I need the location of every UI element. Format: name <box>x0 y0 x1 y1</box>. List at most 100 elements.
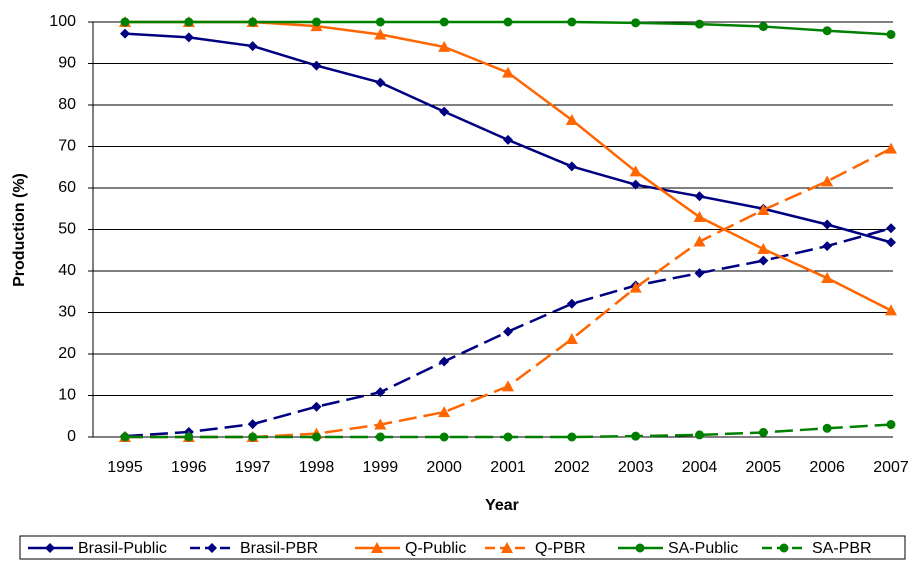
marker <box>630 179 641 190</box>
marker <box>503 432 513 442</box>
marker <box>758 22 768 32</box>
x-tick-label: 2003 <box>618 459 654 476</box>
marker <box>375 77 386 88</box>
y-tick-label: 40 <box>58 262 76 279</box>
marker <box>184 432 194 442</box>
marker <box>503 326 513 337</box>
marker <box>695 19 704 29</box>
legend-label: Brasil-PBR <box>240 540 318 557</box>
x-tick-label: 2004 <box>682 459 718 476</box>
marker <box>567 17 577 27</box>
marker <box>439 356 450 367</box>
legend-label: Q-PBR <box>535 540 586 557</box>
y-tick-label: 100 <box>49 13 76 30</box>
marker <box>565 333 578 345</box>
marker <box>822 26 832 36</box>
marker <box>312 432 321 442</box>
marker <box>629 165 642 177</box>
y-tick-label: 80 <box>58 96 76 113</box>
marker <box>120 17 130 27</box>
marker <box>694 191 705 202</box>
marker <box>183 32 194 43</box>
marker <box>694 268 705 279</box>
marker <box>184 17 194 27</box>
marker <box>757 203 770 215</box>
marker <box>439 106 450 117</box>
marker <box>374 28 387 40</box>
marker <box>120 28 130 39</box>
marker <box>631 431 641 441</box>
marker <box>885 304 897 316</box>
marker <box>693 211 706 223</box>
marker <box>757 243 770 255</box>
y-axis-title: Production (%) <box>11 173 28 287</box>
marker <box>375 387 386 398</box>
x-tick-label: 1996 <box>171 459 207 476</box>
y-tick-label: 50 <box>58 221 76 238</box>
y-tick-label: 0 <box>67 428 76 445</box>
y-tick-label: 90 <box>58 55 76 72</box>
marker <box>371 542 383 553</box>
x-tick-label: 1997 <box>235 459 271 476</box>
marker <box>207 543 217 553</box>
x-tick-label: 2006 <box>809 459 845 476</box>
marker <box>501 542 513 553</box>
x-tick-label: 2000 <box>426 459 462 476</box>
marker <box>886 29 896 39</box>
legend-box <box>19 535 906 560</box>
marker <box>311 401 322 412</box>
x-tick-label: 2005 <box>746 459 782 476</box>
y-tick-label: 20 <box>58 345 76 362</box>
y-tick-label: 70 <box>58 138 76 155</box>
marker <box>312 17 321 27</box>
x-tick-label: 1995 <box>107 459 143 476</box>
marker <box>503 134 513 145</box>
marker <box>438 40 451 52</box>
marker <box>631 18 641 28</box>
marker <box>693 235 706 247</box>
marker <box>374 418 387 430</box>
marker <box>502 66 514 78</box>
marker <box>565 113 578 125</box>
y-tick-label: 10 <box>58 387 76 404</box>
marker <box>821 272 834 284</box>
legend-label: Brasil-Public <box>78 540 167 557</box>
x-tick-label: 1998 <box>299 459 335 476</box>
marker <box>120 432 130 442</box>
legend-label: SA-PBR <box>812 540 872 557</box>
y-tick-label: 30 <box>58 304 76 321</box>
marker <box>439 432 449 442</box>
x-tick-label: 2002 <box>554 459 590 476</box>
marker <box>822 423 832 433</box>
marker <box>629 281 642 293</box>
marker <box>635 543 645 553</box>
marker <box>886 420 896 430</box>
marker <box>695 430 704 440</box>
marker <box>311 60 322 71</box>
marker <box>248 17 258 27</box>
x-tick-label: 2007 <box>873 459 909 476</box>
marker <box>45 543 55 553</box>
marker <box>375 17 385 27</box>
marker <box>375 432 385 442</box>
marker <box>567 432 577 442</box>
marker <box>822 219 833 230</box>
marker <box>503 17 513 27</box>
legend-label: Q-Public <box>405 540 466 557</box>
marker <box>885 142 897 154</box>
marker <box>439 17 449 27</box>
marker <box>886 237 896 248</box>
legend-label: SA-Public <box>668 540 738 557</box>
marker <box>758 255 769 266</box>
marker <box>502 380 514 392</box>
x-axis-title: Year <box>485 497 519 514</box>
marker <box>566 161 577 172</box>
x-tick-label: 2001 <box>490 459 526 476</box>
marker <box>822 241 833 252</box>
marker <box>248 432 258 442</box>
marker <box>821 175 834 187</box>
marker <box>438 406 451 418</box>
marker <box>779 543 789 553</box>
